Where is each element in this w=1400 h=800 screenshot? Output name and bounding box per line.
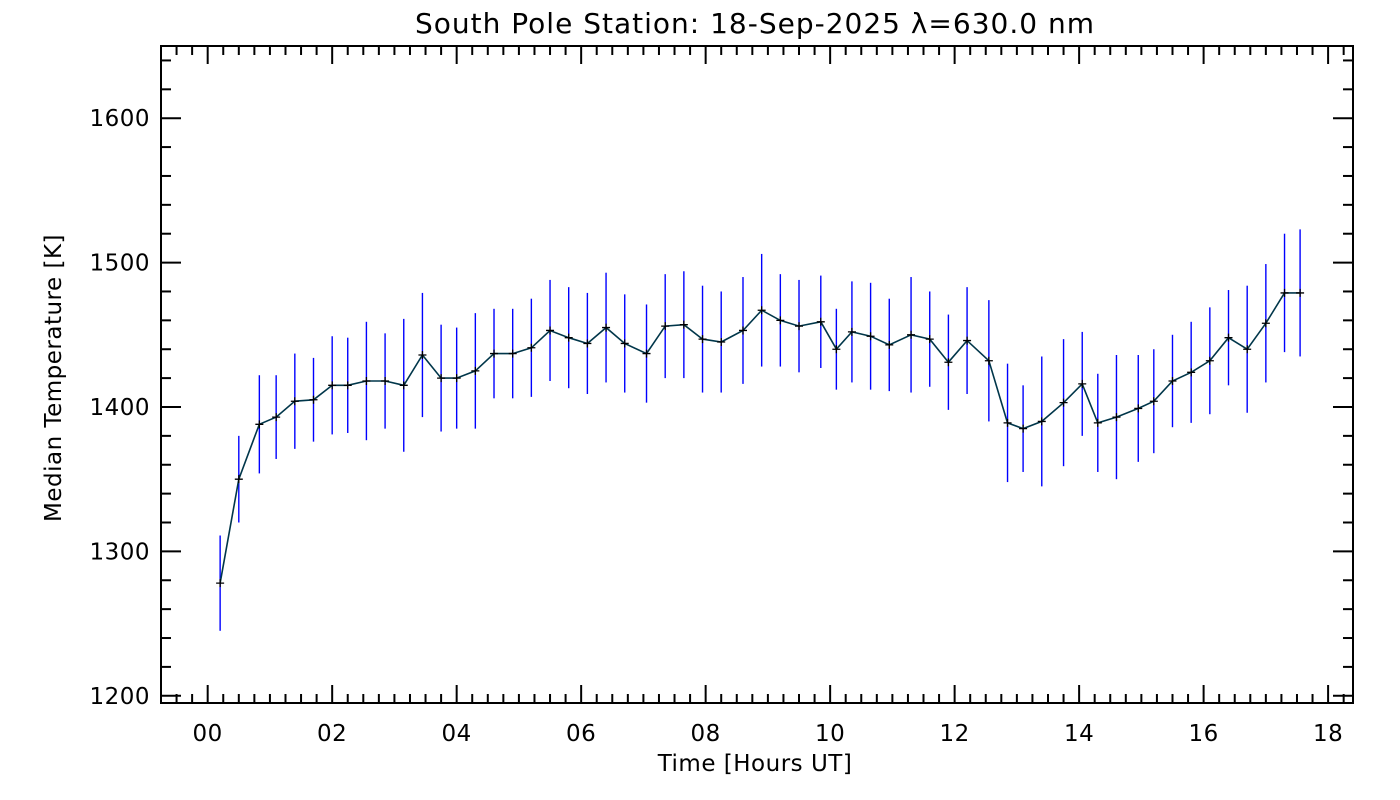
y-tick-label: 1200 bbox=[89, 684, 150, 710]
y-axis-label: Median Temperature [K] bbox=[41, 234, 67, 522]
data-point bbox=[925, 335, 934, 344]
data-point bbox=[309, 395, 318, 404]
data-point bbox=[832, 345, 841, 354]
data-point bbox=[452, 374, 461, 383]
data-point bbox=[642, 349, 651, 358]
x-tick-label: 00 bbox=[193, 721, 223, 747]
data-point bbox=[564, 333, 573, 342]
data-point bbox=[437, 374, 446, 383]
data-point bbox=[776, 316, 785, 325]
data-point bbox=[1261, 319, 1270, 328]
data-point bbox=[1134, 404, 1143, 413]
x-tick-label: 12 bbox=[939, 721, 969, 747]
data-point bbox=[583, 339, 592, 348]
data-point bbox=[1168, 376, 1177, 385]
data-markers bbox=[216, 288, 1305, 588]
data-point bbox=[907, 330, 916, 339]
data-point bbox=[527, 343, 536, 352]
data-point bbox=[944, 358, 953, 367]
data-point bbox=[255, 420, 264, 429]
data-point bbox=[1003, 418, 1012, 427]
data-point bbox=[1149, 397, 1158, 406]
data-point bbox=[1187, 368, 1196, 377]
data-point bbox=[1059, 398, 1068, 407]
data-point bbox=[216, 579, 225, 588]
data-point bbox=[757, 306, 766, 315]
data-point bbox=[984, 356, 993, 365]
data-point bbox=[738, 326, 747, 335]
data-point bbox=[795, 322, 804, 331]
data-point bbox=[1205, 356, 1214, 365]
data-point bbox=[661, 322, 670, 331]
data-point bbox=[546, 326, 555, 335]
y-tick-label: 1500 bbox=[89, 251, 150, 277]
data-point bbox=[399, 381, 408, 390]
y-tick-label: 1300 bbox=[89, 539, 150, 565]
data-point bbox=[717, 338, 726, 347]
data-point bbox=[1296, 288, 1305, 297]
error-bars bbox=[219, 229, 1301, 631]
x-tick-label: 04 bbox=[442, 721, 472, 747]
data-point bbox=[1112, 413, 1121, 422]
x-tick-label: 02 bbox=[317, 721, 347, 747]
data-point bbox=[234, 475, 243, 484]
data-point bbox=[290, 397, 299, 406]
data-point bbox=[1093, 418, 1102, 427]
data-point bbox=[847, 327, 856, 336]
x-tick-label: 14 bbox=[1064, 721, 1094, 747]
x-tick-label: 06 bbox=[566, 721, 596, 747]
data-point bbox=[698, 335, 707, 344]
data-point bbox=[1224, 333, 1233, 342]
data-point bbox=[381, 376, 390, 385]
data-point bbox=[866, 332, 875, 341]
data-point bbox=[471, 366, 480, 375]
plot-frame bbox=[160, 45, 1354, 704]
data-point bbox=[343, 381, 352, 390]
data-point bbox=[816, 317, 825, 326]
data-point bbox=[1019, 424, 1028, 433]
data-point bbox=[679, 320, 688, 329]
data-point bbox=[1037, 417, 1046, 426]
data-point bbox=[418, 351, 427, 360]
data-point bbox=[1280, 288, 1289, 297]
data-point bbox=[328, 381, 337, 390]
data-point bbox=[272, 413, 281, 422]
axis-ticks bbox=[160, 46, 1353, 703]
x-tick-label: 10 bbox=[815, 721, 845, 747]
data-point bbox=[963, 336, 972, 345]
y-tick-label: 1400 bbox=[89, 395, 150, 421]
data-point bbox=[1078, 379, 1087, 388]
x-axis-label: Time [Hours UT] bbox=[657, 751, 853, 777]
tick-labels: 00 02 04 06 08 10 12 14 16 18 1200 1300 1400 1500 1600 bbox=[89, 106, 1343, 747]
data-point bbox=[490, 349, 499, 358]
data-point bbox=[602, 323, 611, 332]
data-point bbox=[508, 349, 517, 358]
x-tick-label: 16 bbox=[1188, 721, 1218, 747]
data-point bbox=[885, 340, 894, 349]
data-point bbox=[620, 339, 629, 348]
x-tick-label: 18 bbox=[1313, 721, 1343, 747]
x-tick-label: 08 bbox=[691, 721, 721, 747]
y-tick-label: 1600 bbox=[89, 106, 150, 132]
data-point bbox=[1243, 345, 1252, 354]
chart-title: South Pole Station: 18-Sep-2025 λ=630.0 … bbox=[415, 7, 1095, 40]
data-point bbox=[362, 376, 371, 385]
